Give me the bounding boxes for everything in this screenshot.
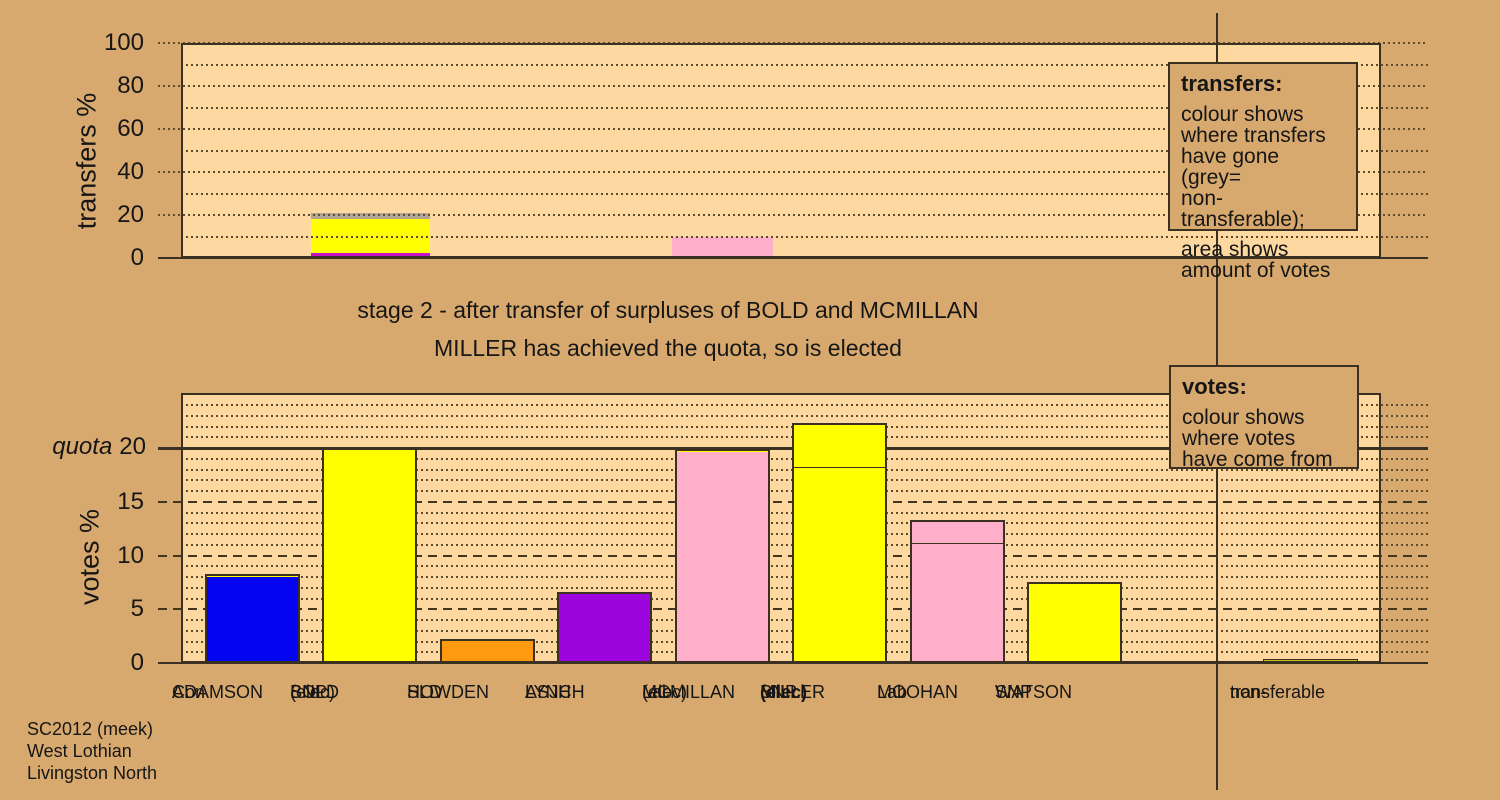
bar-MCMILLAN bbox=[675, 449, 770, 663]
bar-BOLD bbox=[322, 448, 417, 663]
x-label-line: MCMILLAN bbox=[642, 682, 736, 702]
transfers-gridline-50 bbox=[181, 149, 1428, 152]
bar-segment-olive bbox=[1263, 658, 1358, 663]
stage-title-line-1: stage 2 - after transfer of surpluses of… bbox=[357, 297, 979, 323]
bar-LYNCH bbox=[557, 591, 652, 663]
transfers-legend-title: transfers: bbox=[1181, 71, 1283, 96]
transfers-gridline-90 bbox=[181, 63, 1428, 66]
votes-y-tick-5: 5 bbox=[130, 595, 144, 623]
transfers-axis-title: transfers % bbox=[71, 92, 102, 230]
transfers-gridline-30 bbox=[181, 192, 1428, 195]
x-label-line: (elec) bbox=[642, 682, 688, 702]
x-label-line: WATSON bbox=[995, 682, 1072, 702]
x-label-line: HOWDEN bbox=[407, 682, 489, 702]
bar-divider bbox=[792, 466, 887, 469]
bar-segment-orange bbox=[440, 638, 535, 663]
quota-label-row: quota 20 bbox=[26, 433, 146, 461]
x-label-line: (elec) bbox=[290, 682, 336, 702]
transfers-y-tick-40: 40 bbox=[117, 158, 144, 185]
votes-legend: votes: colour shows where votes have com… bbox=[1169, 365, 1359, 471]
bar-segment-blue bbox=[205, 577, 300, 663]
transfers-legend-body-1: colour shows where transfers have gone (… bbox=[1181, 103, 1326, 231]
bar-MILLER bbox=[792, 423, 887, 663]
transfers-plot-frame bbox=[181, 43, 1381, 258]
transfers-gridline-40 bbox=[158, 171, 1428, 173]
x-label-line: SNP bbox=[760, 682, 798, 702]
votes-y-tick-15: 15 bbox=[117, 487, 144, 515]
bar-segment-pink bbox=[672, 236, 773, 257]
votes-legend-title: votes: bbox=[1182, 374, 1247, 399]
x-label-line: MOOHAN bbox=[877, 682, 958, 702]
quota-value: 20 bbox=[119, 433, 146, 460]
votes-minor-gridline-24 bbox=[181, 404, 1428, 406]
x-label-line: SNP bbox=[995, 682, 1033, 702]
bar-segment-magenta bbox=[311, 252, 430, 257]
x-label-line: SLD bbox=[407, 682, 443, 702]
transfers-y-tick-80: 80 bbox=[117, 72, 144, 99]
transfers-x-axis bbox=[158, 257, 1428, 259]
bar-segment-yellow bbox=[1027, 582, 1122, 663]
votes-minor-gridline-23 bbox=[181, 414, 1428, 417]
bar-segment-yellow bbox=[792, 423, 887, 468]
transfers-gridline-60 bbox=[158, 128, 1428, 130]
votes-x-axis bbox=[158, 662, 1428, 664]
footer-line-2: West Lothian bbox=[27, 741, 132, 761]
votes-axis-title: votes % bbox=[74, 508, 105, 606]
footer-line-1: SC2012 (meek) bbox=[27, 719, 154, 739]
bar-segment-yellow bbox=[322, 448, 417, 663]
bar-MOOHAN bbox=[910, 520, 1005, 663]
transfers-y-tick-20: 20 bbox=[117, 201, 144, 228]
transfers-legend: transfers: colour shows where transfers … bbox=[1168, 62, 1358, 281]
votes-legend-body: colour shows where votes have come from bbox=[1182, 406, 1333, 471]
x-label-line: MILLER bbox=[760, 682, 826, 702]
x-label-line: Lab bbox=[877, 682, 908, 702]
quota-label: quota bbox=[52, 433, 113, 460]
x-label-line: ADAMSON bbox=[172, 682, 264, 702]
x-label-line: ASJH bbox=[525, 682, 572, 702]
bar-WATSON bbox=[1027, 582, 1122, 663]
x-label-line: non- bbox=[1230, 682, 1267, 702]
transfers-gridline-80 bbox=[158, 85, 1428, 87]
votes-plot-frame bbox=[181, 393, 1381, 663]
votes-y-tick-0: 0 bbox=[130, 649, 144, 676]
transfers-y-tick-0: 0 bbox=[130, 244, 144, 271]
votes-y-tick-10: 10 bbox=[117, 541, 144, 569]
bar-segment-yellow bbox=[792, 467, 887, 663]
bar-segment-pink bbox=[910, 542, 1005, 663]
transfers-gridline-10 bbox=[181, 235, 1428, 238]
x-label-line: Lab bbox=[642, 682, 673, 702]
x-label-line: (elec) bbox=[760, 682, 808, 702]
bar-segment-purple bbox=[557, 594, 652, 663]
stage-title-line-2: MILLER has achieved the quota, so is ele… bbox=[434, 335, 902, 361]
transfers-gridline-20 bbox=[158, 214, 1428, 216]
x-label-line: BOLD bbox=[290, 682, 340, 702]
transfers-legend-body-2: area shows amount of votes bbox=[1181, 238, 1331, 282]
bar-segment-pink bbox=[675, 452, 770, 663]
transfers-gridline-70 bbox=[181, 106, 1428, 109]
footer: SC2012 (meek) West Lothian Livingston No… bbox=[27, 718, 157, 784]
transfers-y-tick-60: 60 bbox=[117, 115, 144, 142]
footer-line-3: Livingston North bbox=[27, 763, 158, 783]
x-label-line: LYNCH bbox=[525, 682, 585, 702]
x-label-line: Con bbox=[172, 682, 206, 702]
transfers-y-tick-100: 100 bbox=[103, 29, 144, 56]
x-label-line: SNP bbox=[290, 682, 328, 702]
x-label-line: transferable bbox=[1230, 682, 1326, 702]
bar-segment-pink bbox=[910, 520, 1005, 543]
bar-divider bbox=[910, 541, 1005, 544]
